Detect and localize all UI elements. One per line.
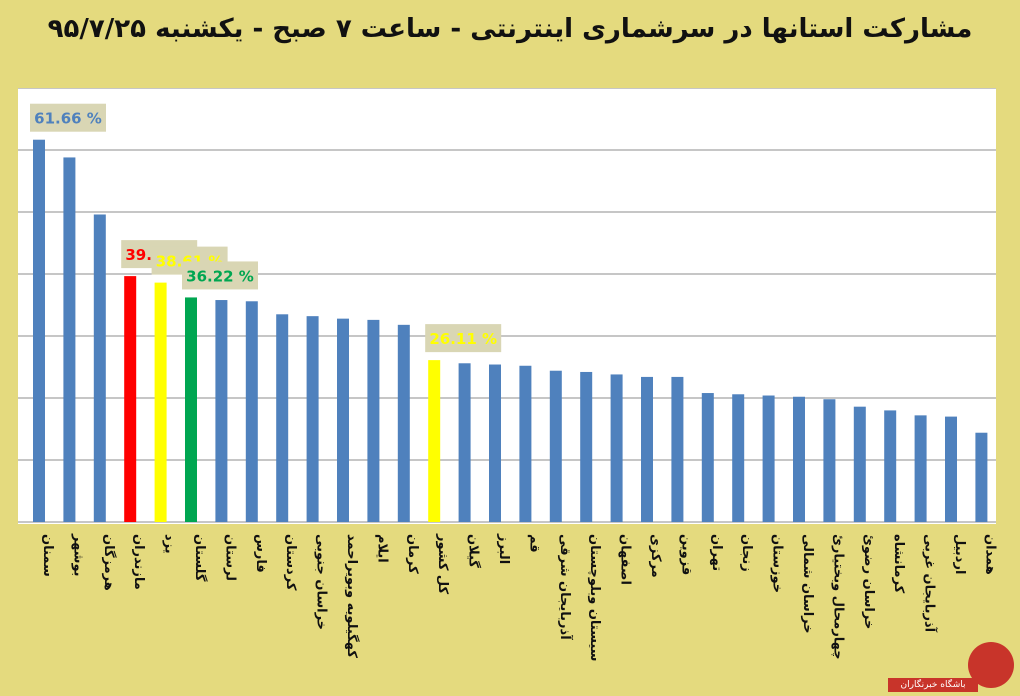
tick-label: کرمانشاه	[891, 534, 906, 594]
tick-label: گلستان	[192, 534, 208, 582]
bar-chart: 61.66 %39.66 %38.61 %36.22 %26.11 %	[18, 88, 996, 523]
tick-label: هرمزگان	[101, 534, 117, 591]
tick-label: مرکزی	[648, 534, 663, 578]
tick-label: آذربایجان غربی	[922, 534, 939, 633]
data-label-box	[425, 324, 502, 353]
bar	[154, 282, 167, 522]
tick-label: لرستان	[222, 534, 237, 581]
bar	[489, 364, 501, 522]
data-label: 36.22 %	[186, 267, 254, 285]
watermark-logo-icon	[968, 642, 1014, 688]
tick-label: قزوین	[678, 534, 693, 575]
tick-label: کردستان	[283, 534, 298, 591]
tick-label: چهارمحال وبختیاریٔ	[830, 534, 845, 660]
data-label-box	[30, 103, 106, 132]
bar	[93, 214, 106, 522]
bar	[33, 139, 45, 522]
tick-label: اردبیل	[952, 534, 967, 574]
bar	[945, 416, 957, 522]
bar	[762, 395, 775, 522]
tick-label: فارس	[253, 534, 268, 573]
data-label: 26.11 %	[429, 330, 497, 348]
bar	[793, 396, 805, 522]
bar	[641, 376, 653, 522]
bar	[397, 324, 410, 522]
tick-label: تهران	[709, 534, 724, 571]
tick-label: زنجان	[739, 534, 754, 572]
bar	[63, 157, 76, 522]
bar	[580, 371, 593, 522]
bar	[367, 319, 380, 522]
bar	[975, 432, 988, 522]
bar	[914, 415, 927, 522]
tick-label: خراسان شمالی	[800, 534, 815, 634]
watermark: باشگاه خبرنگاران	[884, 640, 1018, 694]
bar	[337, 318, 349, 522]
bar	[701, 393, 714, 522]
bar	[306, 316, 319, 522]
bar	[276, 314, 289, 522]
bar	[853, 406, 866, 522]
tick-label: اصفهان	[618, 534, 633, 585]
watermark-text: باشگاه خبرنگاران	[888, 678, 978, 692]
bar	[215, 300, 228, 522]
plot-area: 61.66 %39.66 %38.61 %36.22 %26.11 %	[18, 88, 996, 524]
tick-label: خراسان رضویٔ	[861, 534, 876, 629]
tick-label: کل کشور	[435, 533, 450, 595]
bar	[884, 410, 897, 522]
tick-label: آذربایجان شرقی	[557, 534, 574, 640]
bar	[671, 376, 684, 522]
bar	[428, 360, 441, 522]
data-label: 61.66 %	[34, 110, 102, 128]
tick-label: مازندران	[131, 534, 146, 590]
tick-label: بوشهر	[70, 533, 85, 577]
tick-label: گیلان	[466, 534, 482, 568]
tick-label: البرز	[496, 533, 511, 564]
data-label-box	[182, 261, 258, 290]
tick-label: خراسان جنوبی	[314, 534, 329, 630]
chart-title: مشارکت استانها در سرشماری اینترنتی - ساع…	[47, 14, 973, 44]
bar	[732, 394, 745, 522]
tick-label: قم	[526, 534, 541, 553]
bar	[185, 297, 197, 522]
bar	[245, 301, 258, 522]
tick-label: سمنان	[40, 534, 55, 577]
tick-label: همدان	[982, 534, 997, 575]
tick-label: خوزستان	[770, 534, 785, 593]
tick-label: سیستان وبلوچستان	[587, 534, 602, 661]
bar	[124, 276, 137, 522]
tick-label: یزد	[162, 534, 177, 554]
tick-label: کرمان	[405, 534, 420, 574]
bar	[458, 363, 471, 522]
bar	[610, 374, 623, 522]
tick-label: ایلام	[374, 534, 389, 563]
bar	[519, 365, 532, 522]
bar	[823, 399, 836, 522]
bar	[549, 370, 562, 522]
tick-label: کهگیلویه وبویراحمد	[344, 534, 360, 658]
